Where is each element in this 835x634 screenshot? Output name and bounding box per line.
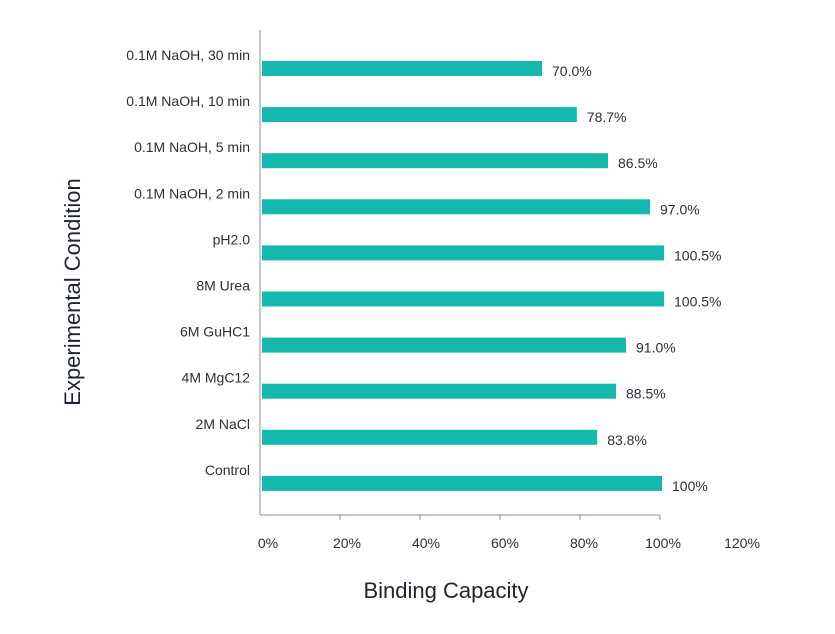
bar-1 <box>262 107 577 123</box>
value-label: 88.5% <box>626 386 666 402</box>
x-tick-label: 120% <box>724 535 760 551</box>
bar-3 <box>262 199 650 215</box>
value-label: 97.0% <box>660 201 700 217</box>
x-tick-label: 40% <box>412 535 440 551</box>
category-label: 0.1M NaOH, 10 min <box>126 93 250 109</box>
value-label: 100.5% <box>674 294 721 310</box>
x-tick-label: 80% <box>570 535 598 551</box>
x-tick-label: 60% <box>491 535 519 551</box>
value-label: 86.5% <box>618 155 658 171</box>
bar-0 <box>262 61 542 76</box>
x-ticks-layer: 0% 20% 40% 60% 80% 100% 120% <box>258 515 760 551</box>
value-label: 83.8% <box>607 432 647 448</box>
x-tick-label: 0% <box>258 535 278 551</box>
y-axis-title: Experimental Condition <box>60 178 85 405</box>
bar-2 <box>262 153 608 169</box>
value-label: 100.5% <box>674 247 721 263</box>
bars-layer: 0.1M NaOH, 30 min 70.0% 0.1M NaOH, 10 min 7… <box>126 47 721 494</box>
bar-9 <box>262 475 662 491</box>
bar-6 <box>262 337 626 353</box>
value-label: 70.0% <box>552 63 592 79</box>
x-tick-label: 20% <box>333 535 361 551</box>
category-label: 6M GuHC1 <box>180 324 250 340</box>
category-label: 8M Urea <box>196 278 250 294</box>
value-label: 100% <box>672 478 708 494</box>
bar-4 <box>262 245 664 261</box>
x-tick-label: 100% <box>645 535 681 551</box>
category-label: 0.1M NaOH, 2 min <box>134 185 250 201</box>
category-label: pH2.0 <box>213 231 251 247</box>
value-label: 91.0% <box>636 340 676 356</box>
bar-8 <box>262 429 598 445</box>
x-axis-title: Binding Capacity <box>363 578 528 603</box>
bar-7 <box>262 383 616 399</box>
category-label: 2M NaCl <box>196 416 250 432</box>
bar-5 <box>262 291 664 307</box>
value-label: 78.7% <box>587 109 627 125</box>
category-label: 0.1M NaOH, 5 min <box>134 139 250 155</box>
category-label: Control <box>205 462 250 478</box>
category-label: 0.1M NaOH, 30 min <box>126 47 250 63</box>
category-label: 4M MgC12 <box>182 370 251 386</box>
